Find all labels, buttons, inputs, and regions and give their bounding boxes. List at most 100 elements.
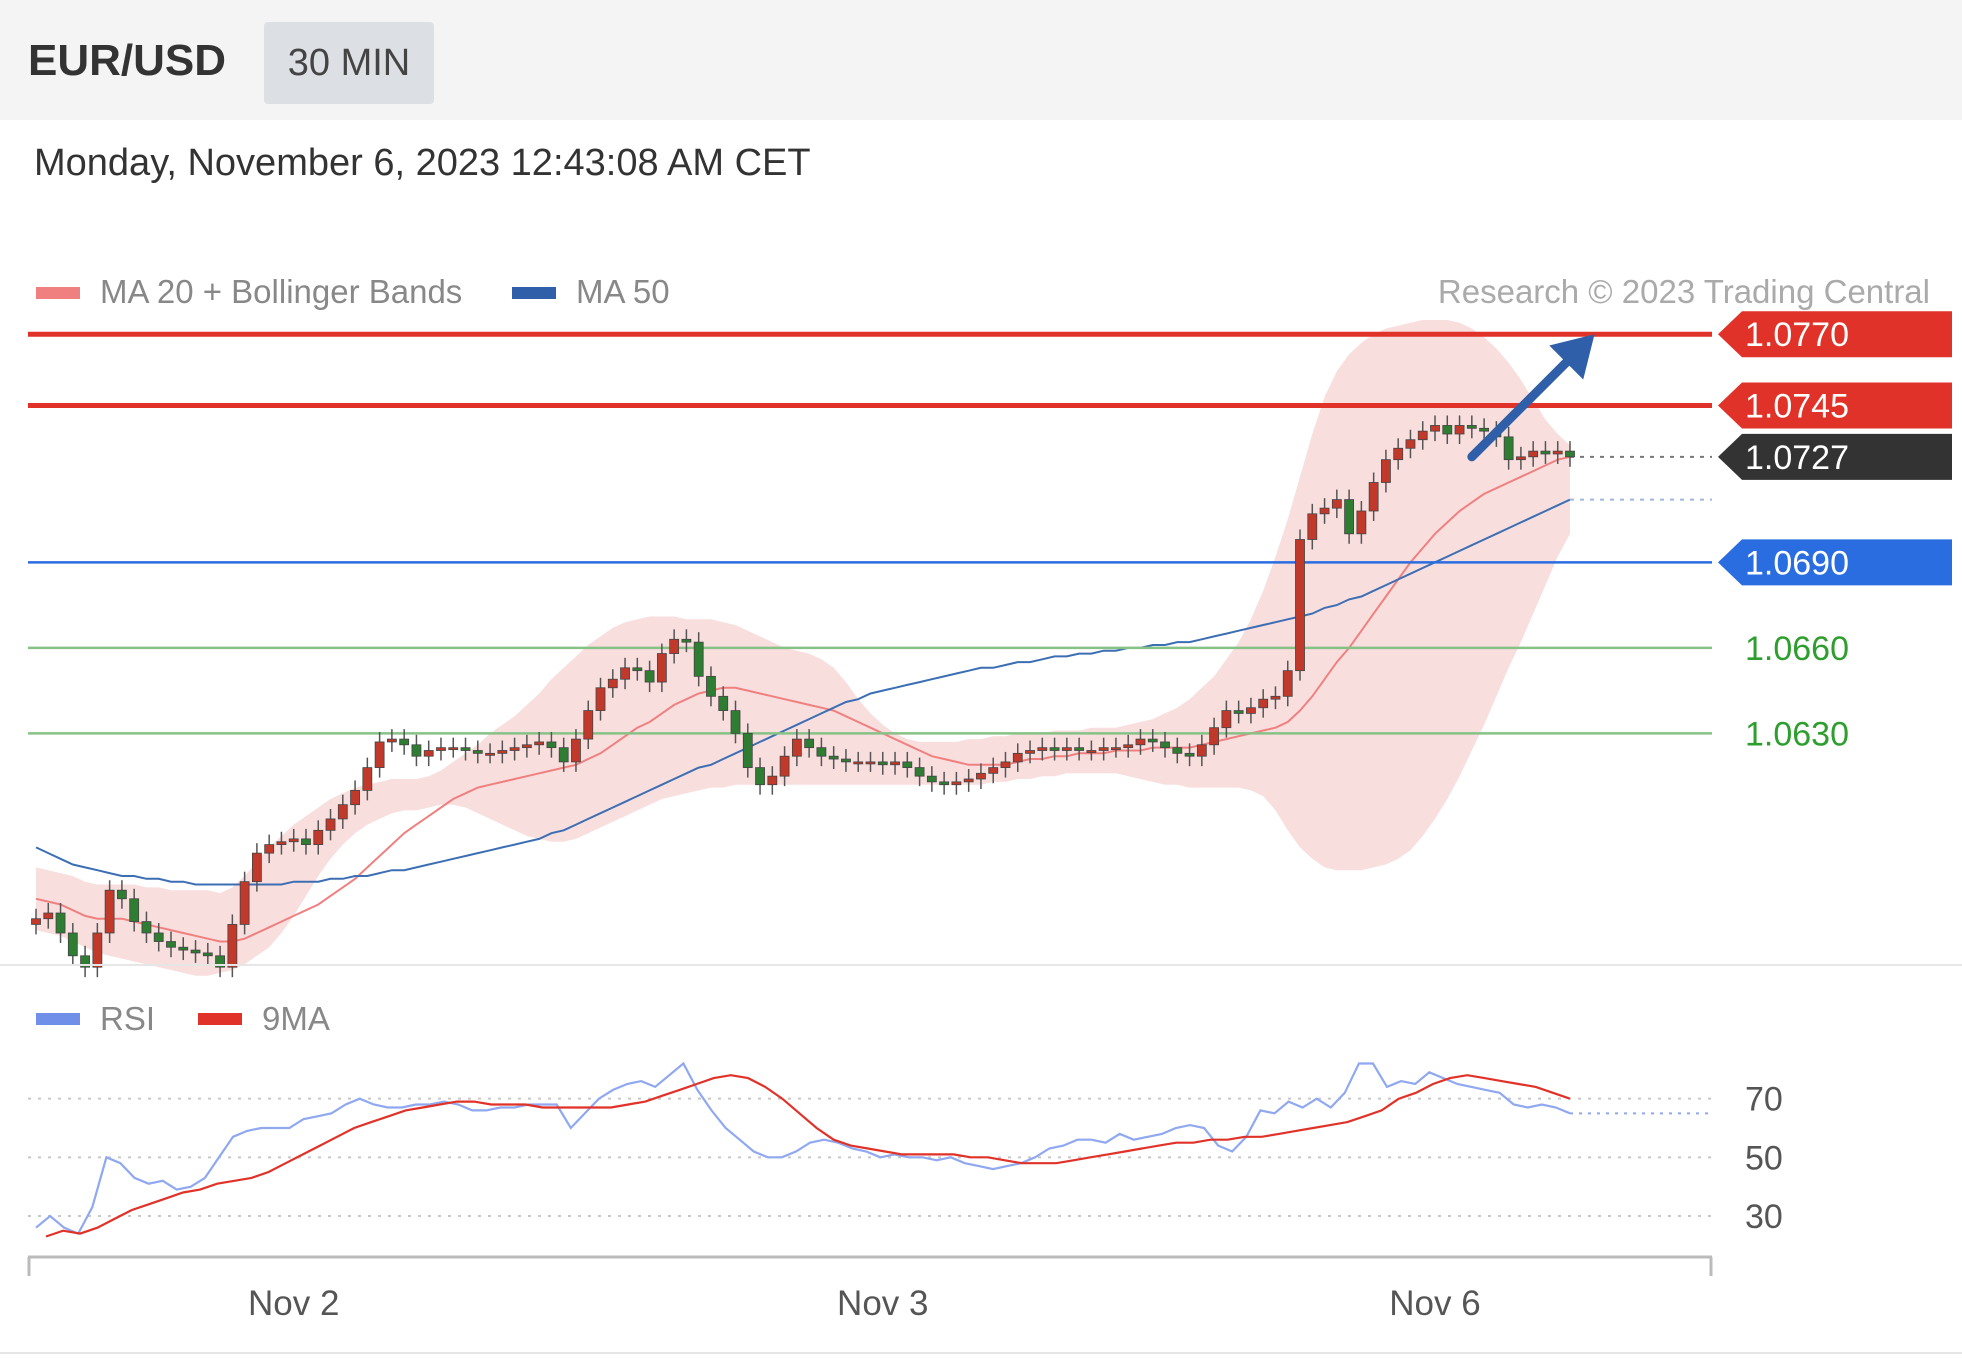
candle-body bbox=[939, 781, 950, 786]
candle-body bbox=[1282, 670, 1293, 697]
candle-body bbox=[571, 738, 581, 763]
candle-body bbox=[902, 761, 913, 769]
candle-body bbox=[436, 747, 446, 751]
candle-body bbox=[1307, 513, 1318, 540]
candle-body bbox=[976, 772, 986, 780]
candle-body bbox=[583, 710, 594, 740]
legend-rsi-label: RSI bbox=[100, 1000, 155, 1037]
candle-body bbox=[1503, 436, 1514, 461]
candle-body bbox=[117, 889, 127, 900]
candle-body bbox=[264, 844, 275, 854]
candle-body bbox=[239, 881, 250, 925]
rsi-line bbox=[35, 1061, 1571, 1236]
candle-body bbox=[1160, 741, 1170, 749]
candle-body bbox=[730, 710, 741, 734]
candle-body bbox=[153, 932, 164, 942]
ma20-line bbox=[35, 455, 1571, 943]
candle-body bbox=[1000, 761, 1011, 769]
candle-body bbox=[202, 952, 213, 957]
pivot-level-tag bbox=[1718, 539, 1952, 586]
candle-body bbox=[1466, 425, 1477, 429]
candle-body bbox=[828, 755, 839, 760]
support-label: 1.0630 bbox=[1745, 715, 1849, 753]
x-axis: Nov 2 Nov 3 Nov 6 bbox=[27, 1255, 1713, 1323]
candle-body bbox=[509, 747, 520, 751]
candle-body bbox=[141, 921, 152, 934]
candle-body bbox=[926, 775, 937, 783]
candle-body bbox=[1209, 727, 1220, 746]
candle-body bbox=[1540, 450, 1551, 455]
legend-ma50-swatch bbox=[512, 287, 556, 299]
current-level-label: 1.0727 bbox=[1745, 439, 1849, 477]
candle-body bbox=[1528, 450, 1539, 458]
candle-body bbox=[1319, 507, 1330, 515]
panel-divider bbox=[0, 964, 1962, 966]
candle-body bbox=[1368, 482, 1379, 512]
candle-body bbox=[988, 767, 999, 774]
candle-body bbox=[497, 750, 508, 754]
legend-9ma-swatch bbox=[198, 1013, 242, 1025]
rsi-tick-label: 50 bbox=[1745, 1139, 1783, 1177]
candle-body bbox=[914, 767, 925, 777]
candle-body bbox=[166, 941, 176, 948]
candle-body bbox=[1135, 738, 1146, 746]
candle-body bbox=[1246, 707, 1256, 714]
candle-body bbox=[951, 781, 962, 786]
candle-body bbox=[767, 775, 778, 786]
arrow-shaft bbox=[1467, 357, 1571, 462]
candle-body bbox=[1270, 695, 1281, 700]
candle-body bbox=[1184, 752, 1195, 757]
candle-body bbox=[104, 889, 115, 934]
candle-body bbox=[1147, 738, 1158, 743]
legend-ma20-swatch bbox=[36, 287, 80, 299]
candle-body bbox=[890, 761, 900, 766]
candle-body bbox=[1516, 456, 1526, 461]
candle-body bbox=[251, 852, 262, 883]
candle-body bbox=[963, 778, 974, 783]
candle-body bbox=[485, 752, 495, 756]
candle-body bbox=[816, 747, 827, 757]
resistance-level-label: 1.0770 bbox=[1745, 316, 1849, 354]
candle-body bbox=[534, 741, 545, 746]
timeframe-badge[interactable]: 30 MIN bbox=[264, 22, 434, 104]
candle-body bbox=[1061, 747, 1072, 751]
candle-body bbox=[791, 738, 802, 757]
rsi-tick-label: 30 bbox=[1745, 1198, 1783, 1236]
candle-body bbox=[1221, 710, 1232, 729]
candle-body bbox=[386, 738, 397, 743]
candle-body bbox=[1111, 747, 1121, 751]
candle-body bbox=[325, 818, 336, 831]
candle-body bbox=[1344, 499, 1355, 535]
candle-body bbox=[227, 924, 238, 968]
candle-body bbox=[742, 732, 753, 769]
candle-body bbox=[1233, 710, 1244, 714]
rsi-lines bbox=[35, 1061, 1712, 1238]
symbol-title: EUR/USD bbox=[28, 36, 227, 85]
candle-body bbox=[460, 747, 471, 751]
candle-body bbox=[1123, 744, 1134, 749]
candle-body bbox=[411, 744, 422, 757]
candle-body bbox=[92, 932, 103, 968]
candle-body bbox=[1196, 744, 1207, 757]
x-tick-label: Nov 2 bbox=[248, 1284, 339, 1323]
candle-body bbox=[1565, 450, 1575, 458]
candle-body bbox=[129, 898, 140, 922]
legend-ma50-label: MA 50 bbox=[576, 273, 670, 310]
legend-9ma-label: 9MA bbox=[262, 1000, 330, 1037]
candle-body bbox=[67, 932, 78, 957]
candle-body bbox=[190, 949, 201, 954]
candle-body bbox=[313, 829, 324, 845]
candle-body bbox=[1258, 698, 1269, 709]
legend-ma20-label: MA 20 + Bollinger Bands bbox=[100, 273, 462, 310]
candle-body bbox=[374, 741, 385, 769]
candle-body bbox=[301, 838, 311, 845]
candle-body bbox=[1331, 499, 1342, 509]
candle-body bbox=[779, 755, 790, 777]
candle-body bbox=[350, 790, 360, 806]
candle-body bbox=[1393, 447, 1404, 461]
candle-body bbox=[755, 767, 765, 786]
candle-body bbox=[362, 767, 373, 791]
candle-body bbox=[472, 750, 483, 754]
candle-body bbox=[1442, 425, 1453, 435]
candle-body bbox=[558, 747, 569, 763]
